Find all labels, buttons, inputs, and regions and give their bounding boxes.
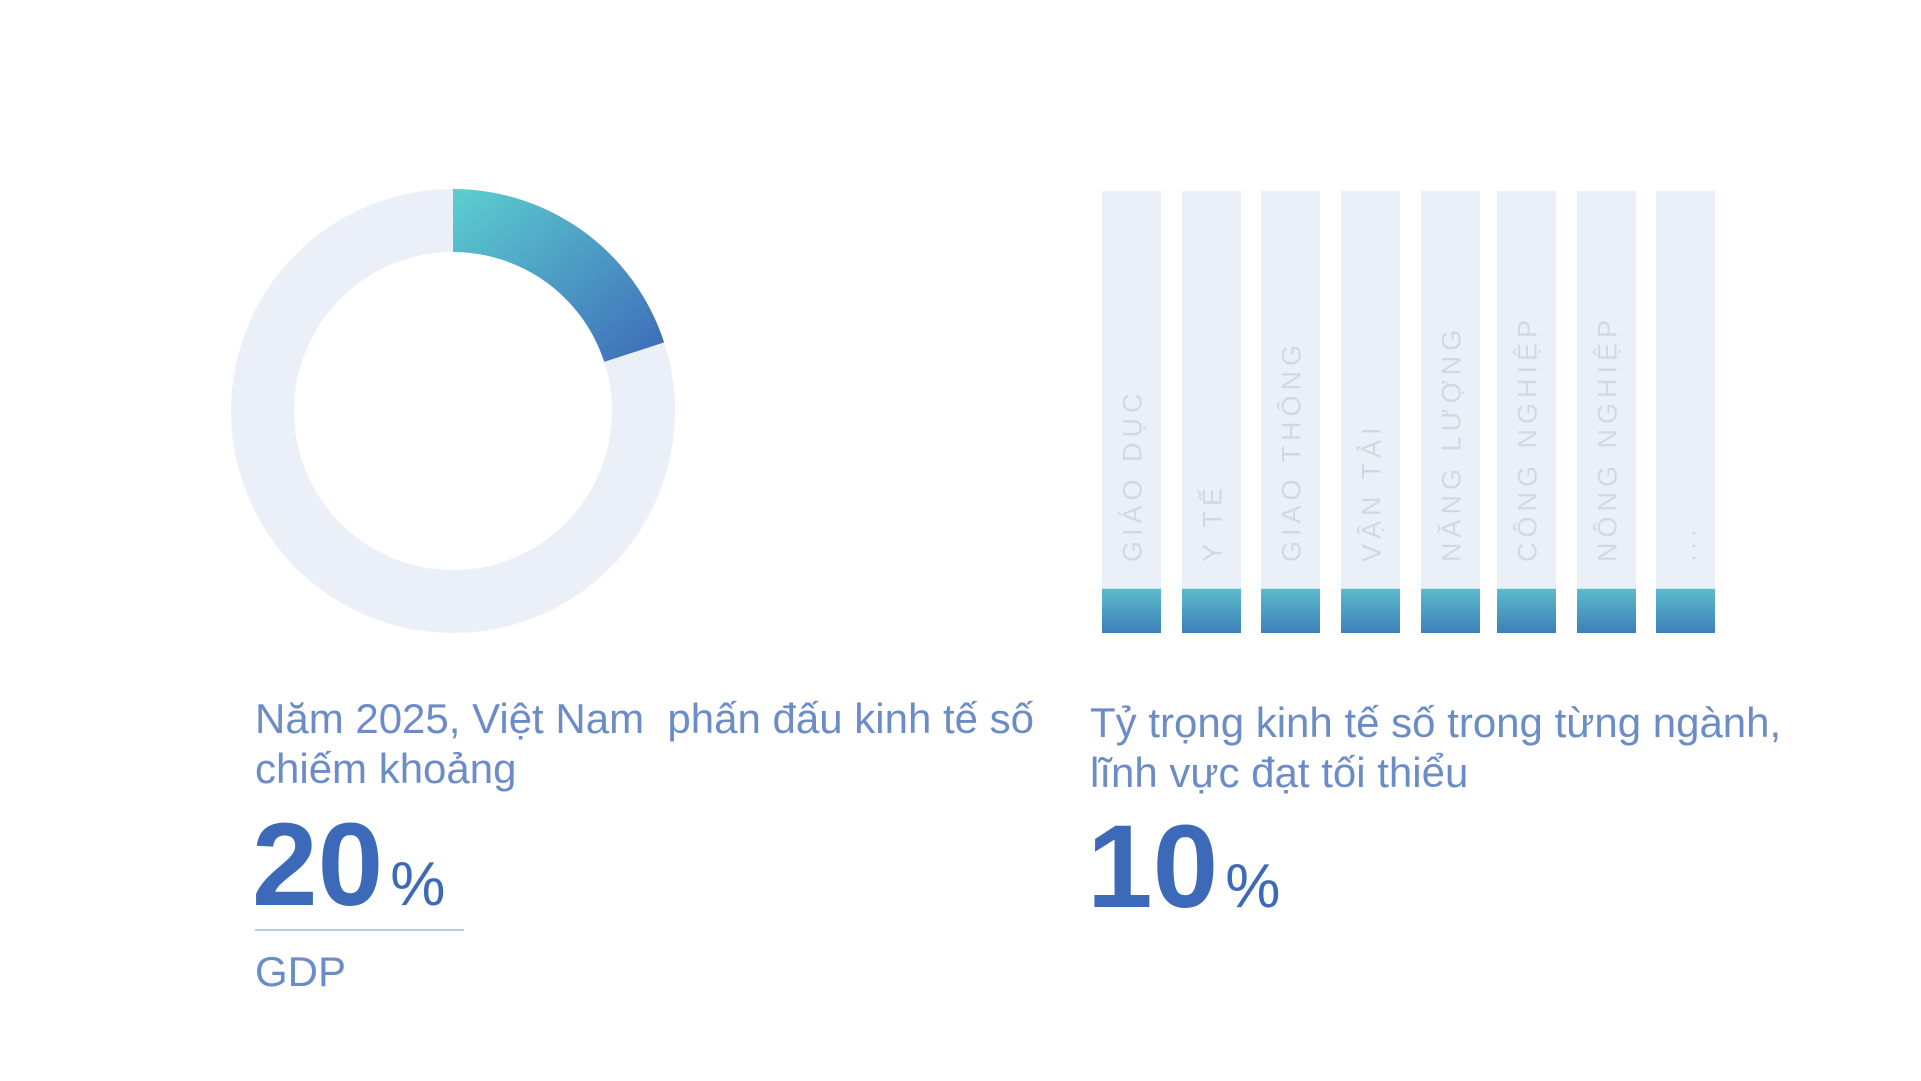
bar bbox=[1261, 588, 1320, 633]
bar-track bbox=[1656, 191, 1715, 633]
bar bbox=[1497, 588, 1556, 633]
caption: GDP bbox=[255, 948, 346, 995]
donut-segment bbox=[453, 189, 665, 362]
bar-category-label: GIÁO DỤC bbox=[1118, 388, 1148, 562]
description-line: Tỷ trọng kinh tế số trong từng ngành, bbox=[1090, 699, 1781, 746]
description-line: lĩnh vực đạt tối thiểu bbox=[1090, 749, 1468, 796]
bar-category-label: VẬN TẢI bbox=[1355, 422, 1387, 562]
bar-track bbox=[1577, 191, 1636, 633]
bar-category-label: CÔNG NGHIỆP bbox=[1512, 315, 1543, 562]
bar bbox=[1656, 588, 1715, 633]
bar-track bbox=[1261, 191, 1320, 633]
unit-label: % bbox=[390, 850, 445, 919]
headline-number: 10 bbox=[1087, 801, 1218, 933]
bar-category-label: ... bbox=[1672, 524, 1702, 562]
bar-category-label: NĂNG LƯỢNG bbox=[1437, 325, 1467, 562]
bar bbox=[1341, 588, 1400, 633]
headline-number: 20 bbox=[252, 799, 383, 931]
bar bbox=[1577, 588, 1636, 633]
bar-track bbox=[1102, 191, 1161, 633]
bar bbox=[1102, 588, 1161, 633]
bar-category-label: GIAO THÔNG bbox=[1276, 340, 1307, 562]
bar-track bbox=[1341, 191, 1400, 633]
description-line: chiếm khoảng bbox=[255, 745, 517, 792]
bar-track bbox=[1497, 191, 1556, 633]
bar bbox=[1421, 588, 1480, 633]
unit-label: % bbox=[1225, 852, 1280, 921]
bar-track bbox=[1421, 191, 1480, 633]
bar-track bbox=[1182, 191, 1241, 633]
bar-category-label: NÔNG NGHIỆP bbox=[1592, 315, 1623, 562]
description-line: Năm 2025, Việt Nam phấn đấu kinh tế số bbox=[255, 695, 1034, 742]
bar-category-label: Y TẾ bbox=[1197, 483, 1228, 562]
bar bbox=[1182, 588, 1241, 633]
